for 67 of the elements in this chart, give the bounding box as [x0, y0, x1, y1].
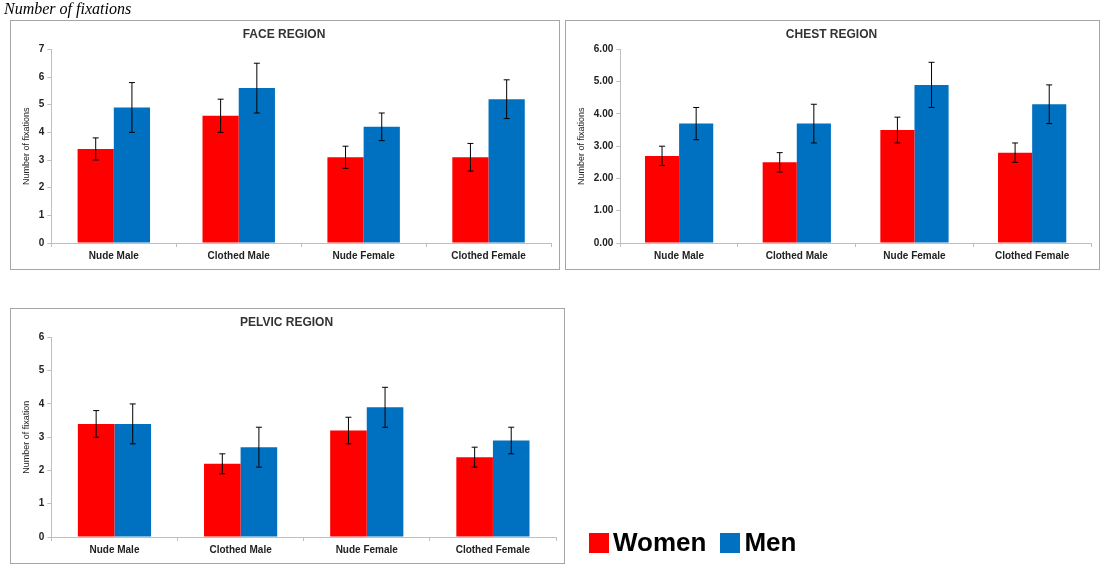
legend-label: Men [744, 527, 797, 558]
bar [880, 130, 915, 243]
y-tick-label: 6.00 [593, 43, 614, 55]
x-tick-label: Clothed Male [765, 249, 829, 261]
x-tick-label: Nude Male [89, 543, 140, 555]
y-tick-label: 7 [38, 43, 45, 55]
y-tick-label: 4 [38, 397, 45, 409]
x-tick-label: Nude Female [332, 249, 396, 261]
bar [113, 107, 151, 243]
chart-title: FACE REGION [242, 26, 326, 41]
y-tick-label: 4.00 [593, 107, 614, 119]
x-tick-label: Nude Male [88, 249, 140, 261]
bar [452, 157, 489, 243]
bar [1032, 104, 1067, 243]
bar [204, 463, 241, 537]
y-axis-title: Number of fixations [575, 106, 586, 185]
chart-title: PELVIC REGION [239, 314, 334, 329]
y-tick-label: 1 [38, 497, 45, 509]
x-tick-label: Nude Female [883, 249, 947, 261]
bar [679, 123, 714, 243]
bar [327, 157, 364, 243]
x-tick-label: Clothed Male [209, 543, 273, 555]
y-tick-label: 0 [38, 530, 45, 542]
bar [456, 457, 493, 537]
text: Number of fixations [4, 0, 132, 18]
x-tick-label: Nude Female [335, 543, 399, 555]
x-tick-label: Nude Male [654, 249, 705, 261]
x-tick-label: Clothed Female [994, 249, 1070, 261]
y-tick-label: 4 [38, 126, 45, 138]
y-axis-title: Number of fixations [20, 106, 31, 185]
bar [238, 88, 275, 243]
y-tick-label: 3.00 [593, 139, 614, 151]
y-tick-label: 0.00 [593, 236, 614, 248]
y-tick-label: 2 [38, 181, 45, 193]
y-tick-label: 3 [38, 153, 45, 165]
bar [488, 99, 525, 243]
bar [330, 430, 367, 537]
x-tick-label: Clothed Male [207, 249, 271, 261]
y-tick-label: 5.00 [593, 75, 614, 87]
y-tick-label: 5 [38, 364, 45, 376]
y-tick-label: 1 [38, 209, 45, 221]
bar [366, 407, 404, 537]
y-tick-label: 3 [38, 430, 45, 442]
y-axis-title: Number of fixation [20, 400, 31, 474]
x-tick-label: Clothed Female [451, 249, 527, 261]
bar [914, 84, 949, 243]
bar [114, 423, 152, 537]
y-tick-label: 2.00 [593, 172, 614, 184]
bar [77, 148, 114, 243]
bar [202, 115, 239, 243]
legend-label: Women [613, 527, 707, 558]
y-tick-label: 5 [38, 98, 45, 110]
bar [492, 440, 530, 537]
x-tick-label: Clothed Female [455, 543, 531, 555]
y-tick-label: 1.00 [593, 204, 614, 216]
y-tick-label: 6 [38, 70, 45, 82]
bar [77, 423, 115, 537]
bar [796, 123, 831, 243]
y-tick-label: 6 [38, 331, 45, 343]
bar [998, 152, 1033, 243]
y-tick-label: 0 [38, 236, 45, 248]
bar [762, 162, 797, 243]
bar [644, 155, 680, 243]
y-tick-label: 2 [38, 464, 45, 476]
chart-title: CHEST REGION [785, 26, 878, 41]
bar [363, 126, 400, 243]
bar [240, 447, 278, 537]
